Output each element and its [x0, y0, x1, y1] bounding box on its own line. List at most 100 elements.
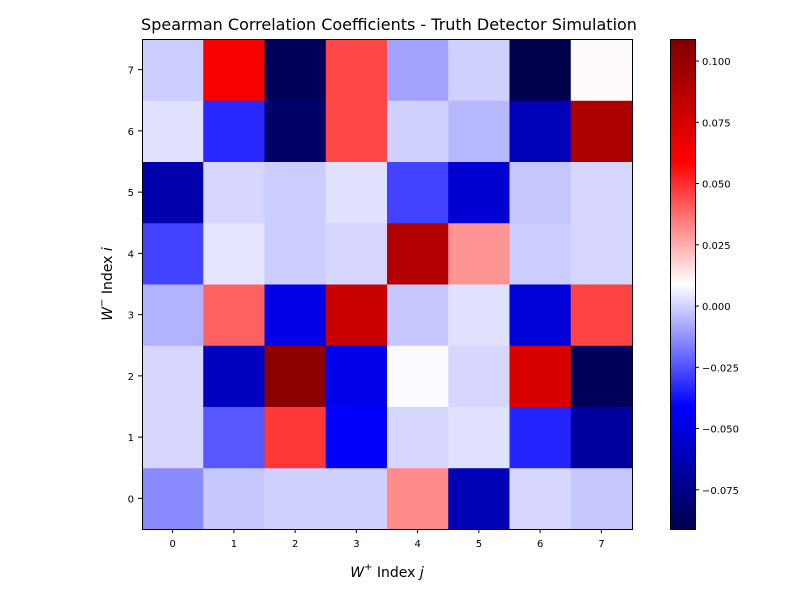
colorbar-segment	[670, 221, 695, 224]
colorbar-segment	[670, 129, 695, 132]
colorbar-segment	[670, 333, 695, 336]
heatmap-cell-i4-j3	[325, 222, 388, 285]
heatmap-cell-i2-j5	[448, 345, 510, 407]
colorbar-segment	[670, 387, 695, 390]
colorbar-segment	[670, 73, 695, 76]
colorbar-segment	[670, 143, 695, 146]
colorbar-segment	[670, 215, 695, 218]
colorbar-segment	[670, 513, 695, 516]
heatmap-cell-i2-j3	[325, 345, 388, 407]
x-axis-label-superscript: +	[364, 562, 372, 573]
colorbar-segment	[670, 183, 695, 186]
colorbar-segment	[670, 465, 695, 468]
colorbar-segment	[670, 521, 695, 524]
colorbar-segment	[670, 419, 695, 422]
colorbar-segment	[670, 293, 695, 296]
heatmap-cell-i2-j0	[142, 345, 204, 407]
colorbar-segment	[670, 193, 695, 196]
colorbar-segment	[670, 367, 695, 370]
colorbar-segment	[670, 191, 695, 194]
colorbar-segment	[670, 149, 695, 152]
colorbar-segment	[670, 311, 695, 314]
colorbar-segment	[670, 85, 695, 88]
y-axis-ticks: 0 1 2 3 4 5 6 7	[128, 66, 142, 505]
heatmap-cell-i1-j7	[570, 406, 633, 469]
colorbar-segment	[670, 243, 695, 246]
colorbar-segment	[670, 377, 695, 380]
heatmap-cell-i3-j7	[570, 284, 633, 346]
colorbar-segment	[670, 95, 695, 98]
colorbar-segment	[670, 343, 695, 346]
colorbar-tick-label: −0.025	[702, 363, 739, 374]
heatmap-cell-i7-j6	[509, 39, 572, 101]
colorbar-segment	[670, 315, 695, 318]
colorbar-tick-label: 0.075	[702, 118, 731, 129]
colorbar	[670, 39, 695, 530]
heatmap-cell-i0-j0	[142, 467, 204, 530]
colorbar-segment	[670, 229, 695, 232]
heatmap-cell-i4-j2	[264, 222, 327, 285]
colorbar-segment	[670, 313, 695, 316]
colorbar-segment	[670, 353, 695, 356]
colorbar-segment	[670, 339, 695, 342]
colorbar-segment	[670, 115, 695, 118]
colorbar-segment	[670, 227, 695, 230]
colorbar-segment	[670, 117, 695, 120]
colorbar-segment	[670, 479, 695, 482]
colorbar-segment	[670, 345, 695, 348]
colorbar-tick-label: 0.000	[702, 302, 731, 313]
colorbar-segment	[670, 157, 695, 160]
colorbar-segment	[670, 395, 695, 398]
heatmap-cells	[142, 39, 633, 530]
colorbar-segment	[670, 413, 695, 416]
x-axis-label-variable: j	[418, 565, 424, 581]
heatmap-cell-i5-j0	[142, 161, 204, 224]
colorbar-segment	[670, 201, 695, 204]
colorbar-segment	[670, 439, 695, 442]
heatmap-cell-i7-j7	[570, 39, 633, 101]
heatmap-cell-i0-j3	[325, 467, 388, 530]
colorbar-ticks: 0.100 0.075 0.050 0.025 0.000 −0.025 −0.050 −0.…	[695, 57, 739, 497]
colorbar-segment	[670, 63, 695, 66]
heatmap-cell-i0-j7	[570, 467, 633, 530]
colorbar-tick-label: 0.100	[702, 57, 731, 68]
colorbar-segment	[670, 483, 695, 486]
plot-frame	[142, 39, 633, 530]
heatmap-cell-i4-j7	[570, 222, 633, 285]
colorbar-segment	[670, 235, 695, 238]
heatmap-cell-i1-j1	[203, 406, 265, 469]
x-axis-label-base: W	[350, 565, 365, 581]
heatmap-cell-i2-j2	[264, 345, 327, 407]
colorbar-segment	[670, 335, 695, 338]
colorbar-segment	[670, 269, 695, 272]
colorbar-segment	[670, 427, 695, 430]
colorbar-segment	[670, 49, 695, 52]
colorbar-segment	[670, 505, 695, 508]
colorbar-segment	[670, 289, 695, 292]
colorbar-segment	[670, 325, 695, 328]
x-axis-label-text: Index	[372, 565, 419, 581]
colorbar-segment	[670, 303, 695, 306]
x-tick-label: 6	[537, 539, 543, 550]
colorbar-segment	[670, 211, 695, 214]
x-tick-label: 1	[231, 539, 237, 550]
colorbar-segment	[670, 283, 695, 286]
colorbar-segment	[670, 113, 695, 116]
colorbar-segment	[670, 337, 695, 340]
y-tick-label: 3	[128, 311, 134, 322]
colorbar-segment	[670, 491, 695, 494]
x-tick-label: 0	[169, 539, 175, 550]
colorbar-segment	[670, 171, 695, 174]
colorbar-segment	[670, 263, 695, 266]
colorbar-segment	[670, 57, 695, 60]
colorbar-segment	[670, 409, 695, 412]
colorbar-segment	[670, 527, 695, 530]
colorbar-segment	[670, 179, 695, 182]
heatmap-cell-i1-j2	[264, 406, 327, 469]
colorbar-segment	[670, 429, 695, 432]
colorbar-segment	[670, 175, 695, 178]
colorbar-segment	[670, 41, 695, 44]
colorbar-segment	[670, 71, 695, 74]
colorbar-segment	[670, 127, 695, 130]
colorbar-segment	[670, 161, 695, 164]
